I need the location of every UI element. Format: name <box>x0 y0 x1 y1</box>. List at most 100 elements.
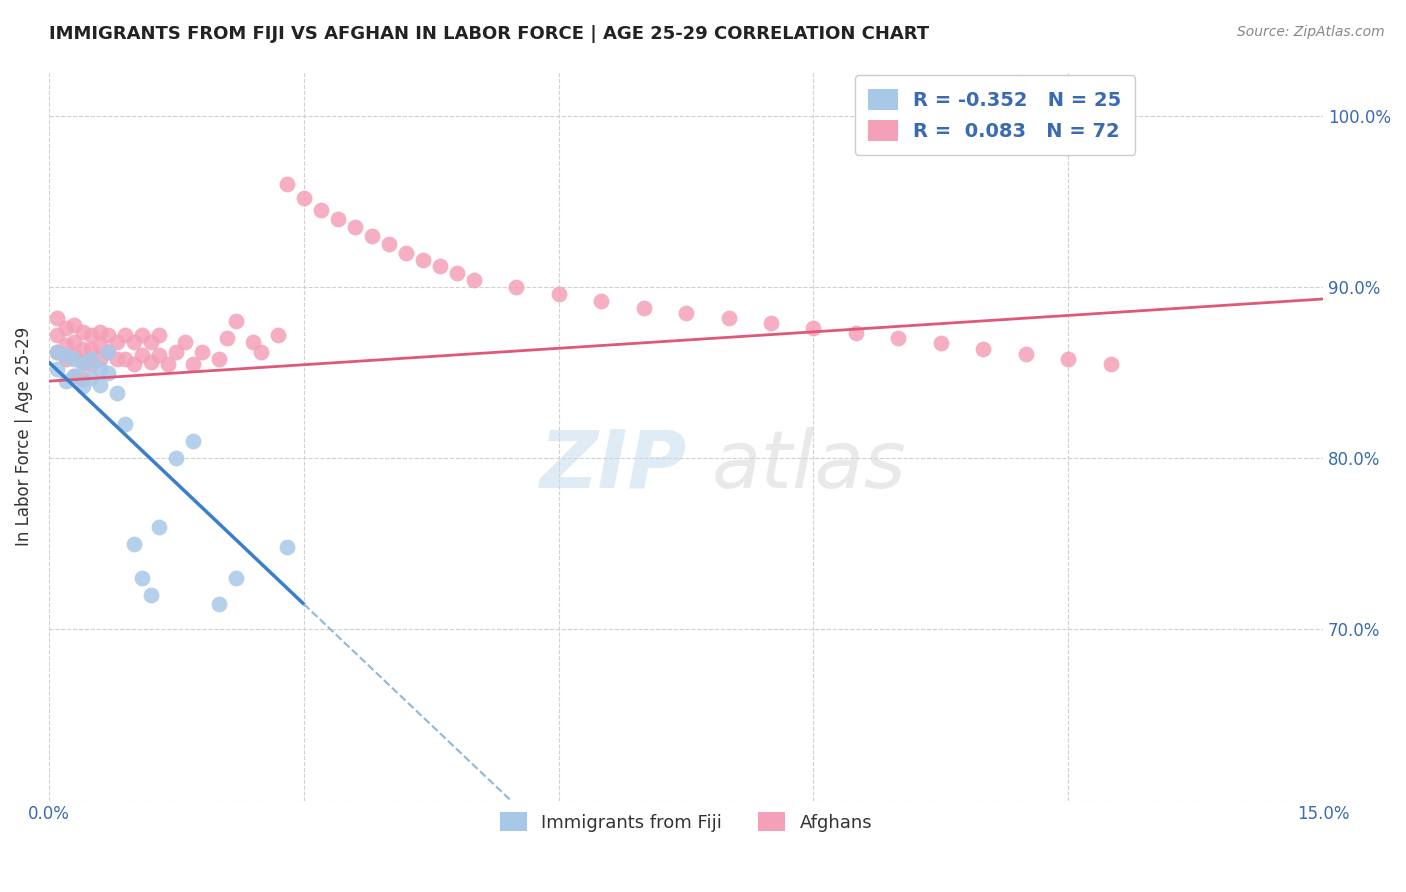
Point <box>276 178 298 192</box>
Point <box>80 351 103 366</box>
Point <box>105 351 128 366</box>
Point <box>845 326 868 341</box>
Point <box>55 374 77 388</box>
Point <box>80 342 103 356</box>
Point <box>633 301 655 315</box>
Point <box>446 266 468 280</box>
Point <box>929 336 952 351</box>
Point <box>148 349 170 363</box>
Point <box>131 349 153 363</box>
Point <box>395 245 418 260</box>
Point <box>267 327 290 342</box>
Point <box>63 349 86 363</box>
Point <box>183 357 205 371</box>
Point <box>429 260 451 274</box>
Point <box>217 331 239 345</box>
Point <box>208 597 231 611</box>
Point <box>97 327 120 342</box>
Point <box>139 334 162 349</box>
Point <box>55 321 77 335</box>
Point <box>242 334 264 349</box>
Point <box>250 345 273 359</box>
Point <box>191 345 214 359</box>
Point <box>292 191 315 205</box>
Point <box>122 357 145 371</box>
Point <box>97 345 120 359</box>
Legend: R = -0.352   N = 25, R =  0.083   N = 72: R = -0.352 N = 25, R = 0.083 N = 72 <box>855 76 1135 154</box>
Point <box>276 540 298 554</box>
Point <box>80 370 103 384</box>
Point <box>80 327 103 342</box>
Point <box>55 349 77 363</box>
Point <box>89 338 111 352</box>
Point <box>225 571 247 585</box>
Point <box>759 316 782 330</box>
Point <box>173 334 195 349</box>
Point <box>183 434 205 448</box>
Point <box>717 310 740 325</box>
Point <box>148 327 170 342</box>
Point <box>80 357 103 371</box>
Text: atlas: atlas <box>711 427 907 505</box>
Point <box>1015 347 1038 361</box>
Point <box>72 357 94 371</box>
Point <box>97 345 120 359</box>
Point <box>105 334 128 349</box>
Point <box>156 357 179 371</box>
Point <box>675 306 697 320</box>
Point <box>972 342 994 356</box>
Point <box>887 331 910 345</box>
Point <box>326 211 349 226</box>
Point <box>72 379 94 393</box>
Point <box>72 372 94 386</box>
Point <box>46 327 69 342</box>
Point <box>122 537 145 551</box>
Point <box>309 202 332 217</box>
Point <box>46 362 69 376</box>
Point <box>72 325 94 339</box>
Point <box>591 293 613 308</box>
Point <box>505 280 527 294</box>
Point <box>55 351 77 366</box>
Point <box>89 325 111 339</box>
Point <box>148 519 170 533</box>
Point <box>72 355 94 369</box>
Y-axis label: In Labor Force | Age 25-29: In Labor Force | Age 25-29 <box>15 327 32 547</box>
Point <box>225 314 247 328</box>
Point <box>55 338 77 352</box>
Point <box>1099 357 1122 371</box>
Point <box>105 386 128 401</box>
Point <box>46 345 69 359</box>
Point <box>360 228 382 243</box>
Point <box>463 273 485 287</box>
Point <box>114 351 136 366</box>
Text: IMMIGRANTS FROM FIJI VS AFGHAN IN LABOR FORCE | AGE 25-29 CORRELATION CHART: IMMIGRANTS FROM FIJI VS AFGHAN IN LABOR … <box>49 25 929 43</box>
Point <box>165 345 187 359</box>
Point <box>89 362 111 376</box>
Point <box>63 369 86 384</box>
Point <box>89 377 111 392</box>
Point <box>72 342 94 356</box>
Point <box>412 252 434 267</box>
Point <box>97 366 120 380</box>
Point <box>377 237 399 252</box>
Text: ZIP: ZIP <box>538 427 686 505</box>
Point <box>89 351 111 366</box>
Point <box>46 310 69 325</box>
Point <box>114 417 136 431</box>
Point <box>803 321 825 335</box>
Point <box>131 327 153 342</box>
Point <box>139 355 162 369</box>
Point <box>139 588 162 602</box>
Point <box>343 220 366 235</box>
Point <box>63 334 86 349</box>
Point <box>114 327 136 342</box>
Point <box>547 286 569 301</box>
Text: Source: ZipAtlas.com: Source: ZipAtlas.com <box>1237 25 1385 39</box>
Point <box>63 369 86 384</box>
Point <box>63 351 86 366</box>
Point <box>1057 351 1080 366</box>
Point <box>208 351 231 366</box>
Point <box>165 451 187 466</box>
Point <box>122 334 145 349</box>
